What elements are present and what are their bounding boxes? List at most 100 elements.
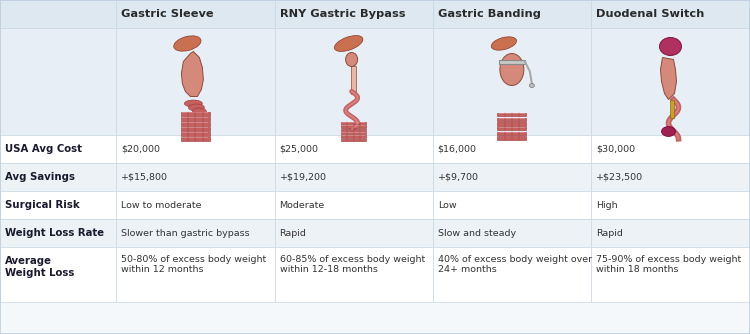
Bar	[181, 132, 210, 136]
Bar	[499, 123, 525, 124]
Text: Duodenal Switch: Duodenal Switch	[596, 9, 704, 19]
Bar	[274, 163, 433, 191]
Bar	[342, 132, 365, 133]
Bar	[340, 129, 366, 131]
Bar	[499, 59, 525, 63]
Bar	[340, 135, 366, 138]
Bar	[0, 0, 750, 28]
Bar	[591, 191, 750, 219]
Polygon shape	[661, 57, 676, 100]
Text: Weight Loss Rate: Weight Loss Rate	[5, 228, 104, 238]
Bar	[591, 247, 750, 302]
Bar	[499, 113, 525, 114]
Bar	[591, 0, 750, 28]
Ellipse shape	[346, 52, 358, 66]
Bar	[499, 137, 525, 138]
Bar	[497, 118, 526, 121]
Bar	[182, 137, 209, 138]
Text: Gastric Banding: Gastric Banding	[438, 9, 541, 19]
Bar	[342, 125, 365, 126]
Bar	[116, 135, 274, 163]
Bar	[591, 219, 750, 247]
Ellipse shape	[192, 108, 206, 115]
Text: Surgical Risk: Surgical Risk	[5, 200, 80, 210]
Bar	[274, 219, 433, 247]
Text: Average
Weight Loss: Average Weight Loss	[5, 256, 74, 278]
Bar	[274, 247, 433, 302]
Ellipse shape	[530, 84, 534, 88]
Bar	[591, 28, 750, 135]
Bar	[116, 191, 274, 219]
Ellipse shape	[662, 127, 676, 137]
Bar	[274, 191, 433, 219]
Bar	[497, 132, 526, 135]
Text: +$15,800: +$15,800	[122, 172, 168, 181]
Bar	[181, 117, 210, 121]
Bar	[433, 247, 591, 302]
Ellipse shape	[334, 35, 363, 51]
Bar	[181, 137, 210, 141]
Text: $25,000: $25,000	[280, 145, 319, 154]
Bar	[340, 122, 366, 124]
PathPatch shape	[182, 51, 203, 97]
Text: +$9,700: +$9,700	[438, 172, 479, 181]
Bar	[670, 100, 674, 118]
Text: $30,000: $30,000	[596, 145, 635, 154]
Text: +$19,200: +$19,200	[280, 172, 326, 181]
Text: 40% of excess body weight over
24+ months: 40% of excess body weight over 24+ month…	[438, 255, 592, 275]
Bar	[116, 28, 274, 135]
Bar	[499, 132, 525, 133]
Bar	[433, 163, 591, 191]
Bar	[350, 65, 355, 94]
Bar	[342, 135, 365, 136]
Ellipse shape	[491, 37, 517, 50]
Text: Rapid: Rapid	[596, 228, 622, 237]
Bar	[342, 122, 365, 123]
Text: High: High	[596, 200, 618, 209]
Text: Avg Savings: Avg Savings	[5, 172, 75, 182]
Bar	[182, 112, 209, 113]
Bar	[0, 0, 116, 28]
Text: 60-85% of excess body weight
within 12-18 months: 60-85% of excess body weight within 12-1…	[280, 255, 424, 275]
Bar	[433, 0, 591, 28]
Bar	[340, 139, 366, 141]
Bar	[274, 135, 433, 163]
Bar	[340, 132, 366, 134]
Text: Gastric Sleeve: Gastric Sleeve	[122, 9, 214, 19]
Bar	[497, 122, 526, 126]
Text: Low to moderate: Low to moderate	[122, 200, 202, 209]
Text: Rapid: Rapid	[280, 228, 306, 237]
Bar	[0, 191, 116, 219]
Bar	[274, 0, 433, 28]
Bar	[274, 28, 433, 135]
Bar	[433, 191, 591, 219]
Bar	[0, 135, 116, 163]
Bar	[181, 122, 210, 126]
Bar	[0, 163, 116, 191]
Text: Slower than gastric bypass: Slower than gastric bypass	[122, 228, 250, 237]
Bar	[0, 28, 116, 135]
Text: Low: Low	[438, 200, 456, 209]
Text: Slow and steady: Slow and steady	[438, 228, 516, 237]
Text: Moderate: Moderate	[280, 200, 325, 209]
Text: 50-80% of excess body weight
within 12 months: 50-80% of excess body weight within 12 m…	[122, 255, 266, 275]
Bar	[116, 247, 274, 302]
Text: $20,000: $20,000	[122, 145, 160, 154]
Bar	[182, 117, 209, 118]
Bar	[497, 136, 526, 140]
Bar	[182, 132, 209, 133]
Ellipse shape	[659, 37, 682, 55]
Ellipse shape	[500, 53, 523, 86]
Bar	[0, 247, 116, 302]
Bar	[433, 135, 591, 163]
Bar	[497, 127, 526, 131]
Text: 75-90% of excess body weight
within 18 months: 75-90% of excess body weight within 18 m…	[596, 255, 741, 275]
Bar	[497, 113, 526, 117]
Bar	[116, 219, 274, 247]
Ellipse shape	[188, 104, 204, 111]
Bar	[182, 122, 209, 123]
Bar	[181, 112, 210, 116]
Ellipse shape	[184, 100, 202, 107]
Bar	[499, 127, 525, 128]
Bar	[433, 28, 591, 135]
